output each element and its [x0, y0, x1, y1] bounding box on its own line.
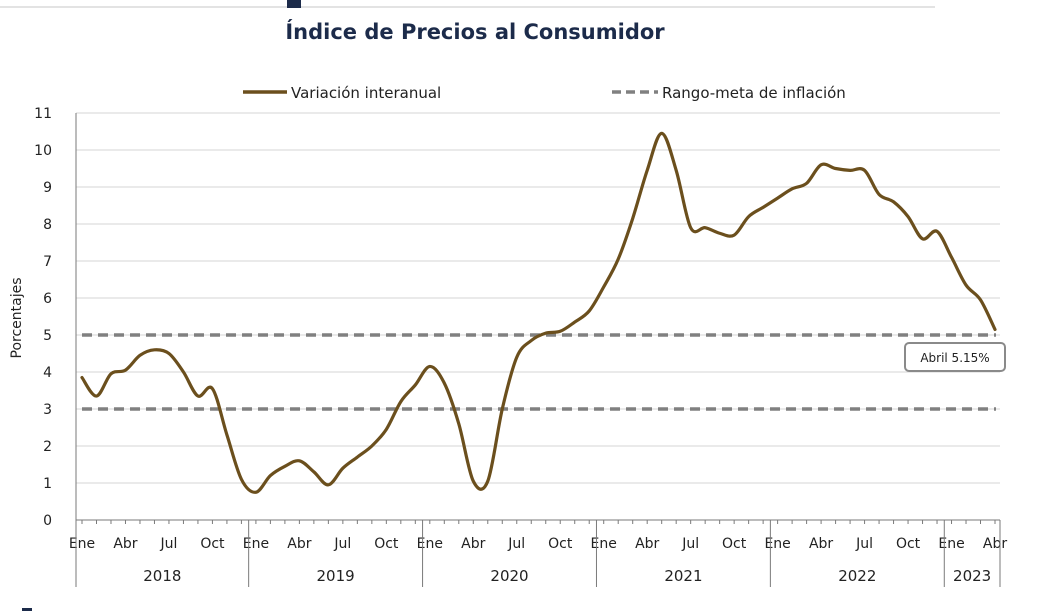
y-tick-label: 4 — [43, 365, 52, 381]
x-tick-label: Oct — [374, 536, 399, 552]
x-tick-label: Abr — [287, 536, 311, 552]
y-tick-label: 0 — [43, 513, 52, 529]
legend: Variación interanual Rango-meta de inflac… — [243, 84, 846, 102]
x-tick-label: Ene — [243, 536, 269, 552]
x-tick-label: Jul — [507, 536, 525, 552]
x-tick-label: Abr — [635, 536, 659, 552]
footer-accent — [22, 608, 32, 611]
x-tick-label: Oct — [548, 536, 573, 552]
y-tick-label: 11 — [34, 106, 52, 122]
y-tick-label: 7 — [43, 254, 52, 270]
header-accent — [287, 0, 301, 8]
y-axis-ticks: 0 1 2 3 4 5 6 7 8 9 10 11 — [34, 106, 52, 529]
y-tick-label: 5 — [43, 328, 52, 344]
x-tick-label: Abr — [461, 536, 485, 552]
year-label: 2022 — [838, 567, 876, 585]
series-layer — [80, 131, 997, 494]
y-tick-label: 9 — [43, 180, 52, 196]
y-tick-label: 8 — [43, 217, 52, 233]
y-tick-label: 10 — [34, 143, 52, 159]
y-axis-label: Porcentajes — [9, 277, 25, 358]
x-tick-label: Oct — [722, 536, 747, 552]
legend-label-rango-meta: Rango-meta de inflación — [662, 84, 846, 102]
axes — [75, 113, 1000, 521]
top-rule — [0, 6, 935, 8]
x-axis: Ene Abr Jul Oct Ene Abr Jul Oct Ene Abr Jul Oct Ene A… — [69, 520, 1007, 587]
x-tick-label: Jul — [333, 536, 351, 552]
year-label: 2021 — [664, 567, 702, 585]
x-tick-label: Ene — [764, 536, 790, 552]
annotation: Abril 5.15% — [904, 342, 1006, 372]
x-tick-label: Abr — [983, 536, 1007, 552]
year-label: 2019 — [317, 567, 355, 585]
series-line-variacion-interanual — [80, 131, 997, 494]
x-tick-label: Ene — [938, 536, 964, 552]
y-tick-label: 3 — [43, 402, 52, 418]
year-label: 2023 — [953, 567, 991, 585]
y-tick-label: 2 — [43, 439, 52, 455]
year-label: 2020 — [490, 567, 528, 585]
x-tick-label: Ene — [417, 536, 443, 552]
x-tick-label: Jul — [681, 536, 699, 552]
x-tick-label: Oct — [200, 536, 225, 552]
annotation-label: Abril 5.15% — [920, 351, 989, 365]
legend-label-variacion: Variación interanual — [291, 84, 441, 102]
annotation-box — [904, 342, 1006, 372]
chart-title: Índice de Precios al Consumidor — [285, 20, 665, 44]
x-tick-label: Oct — [896, 536, 921, 552]
y-tick-label: 6 — [43, 291, 52, 307]
x-tick-label: Jul — [855, 536, 873, 552]
y-tick-label: 1 — [43, 476, 52, 492]
year-label: 2018 — [143, 567, 181, 585]
x-tick-label: Ene — [591, 536, 617, 552]
x-tick-label: Jul — [159, 536, 177, 552]
x-tick-label: Abr — [113, 536, 137, 552]
x-tick-label: Ene — [69, 536, 95, 552]
x-tick-label: Abr — [809, 536, 833, 552]
